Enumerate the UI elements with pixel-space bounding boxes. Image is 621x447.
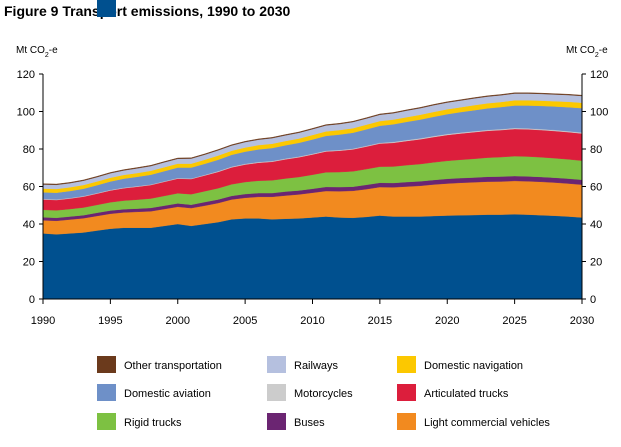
legend-swatch-motorcycles — [267, 384, 286, 401]
legend-swatch-domestic-aviation — [97, 384, 116, 401]
legend-label-motorcycles: Motorcycles — [294, 388, 353, 400]
x-tick-label: 2005 — [233, 315, 257, 327]
x-tick-label: 2030 — [570, 315, 594, 327]
legend-swatch-railways — [267, 356, 286, 373]
legend-label-other-transportation: Other transportation — [124, 360, 222, 372]
left-y-tick-label: 120 — [17, 69, 35, 81]
left-y-tick-label: 80 — [23, 144, 35, 156]
chart-legend: Other transportation Railways Domestic nav… — [97, 0, 550, 430]
legend-label-buses: Buses — [294, 417, 325, 429]
legend-swatch-other-transportation — [97, 356, 116, 373]
x-tick-label: 1990 — [31, 315, 55, 327]
left-y-tick-label: 20 — [23, 257, 35, 269]
right-y-tick-label: 80 — [590, 144, 602, 156]
right-y-tick-label: 20 — [590, 257, 602, 269]
legend-swatch-buses — [267, 413, 286, 430]
x-tick-label: 2010 — [300, 315, 324, 327]
x-tick-label: 2000 — [166, 315, 190, 327]
x-tick-label: 2020 — [435, 315, 459, 327]
legend-swatch-cars — [97, 0, 116, 17]
right-y-tick-label: 60 — [590, 182, 602, 194]
right-y-tick-label: 100 — [590, 107, 608, 119]
x-tick-label: 1995 — [98, 315, 122, 327]
left-y-tick-label: 100 — [17, 107, 35, 119]
left-y-tick-label: 60 — [23, 182, 35, 194]
legend-label-domestic-aviation: Domestic aviation — [124, 388, 211, 400]
right-y-tick-label: 40 — [590, 219, 602, 231]
stacked-area-series — [42, 92, 583, 300]
legend-label-domestic-navigation: Domestic navigation — [424, 360, 523, 372]
legend-swatch-domestic-navigation — [397, 356, 416, 373]
right-y-axis-unit: Mt CO2-e — [566, 45, 608, 59]
legend-label-cars: Cars — [124, 0, 148, 3]
legend-label-articulated-trucks: Articulated trucks — [424, 388, 509, 400]
figure-title: Figure 9 Transport emissions, 1990 to 20… — [4, 3, 291, 19]
legend-label-light-commercial-vehicles: Light commercial vehicles — [424, 417, 550, 429]
right-y-tick-label: 120 — [590, 69, 608, 81]
legend-swatch-light-commercial-vehicles — [397, 413, 416, 430]
x-tick-label: 2025 — [502, 315, 526, 327]
legend-swatch-rigid-trucks — [97, 413, 116, 430]
x-tick-label: 2015 — [368, 315, 392, 327]
left-y-axis-unit: Mt CO2-e — [16, 45, 58, 59]
left-y-tick-label: 0 — [29, 294, 35, 306]
legend-label-railways: Railways — [294, 360, 339, 372]
left-y-tick-label: 40 — [23, 219, 35, 231]
legend-swatch-articulated-trucks — [397, 384, 416, 401]
right-y-tick-label: 0 — [590, 294, 596, 306]
legend-label-rigid-trucks: Rigid trucks — [124, 417, 182, 429]
